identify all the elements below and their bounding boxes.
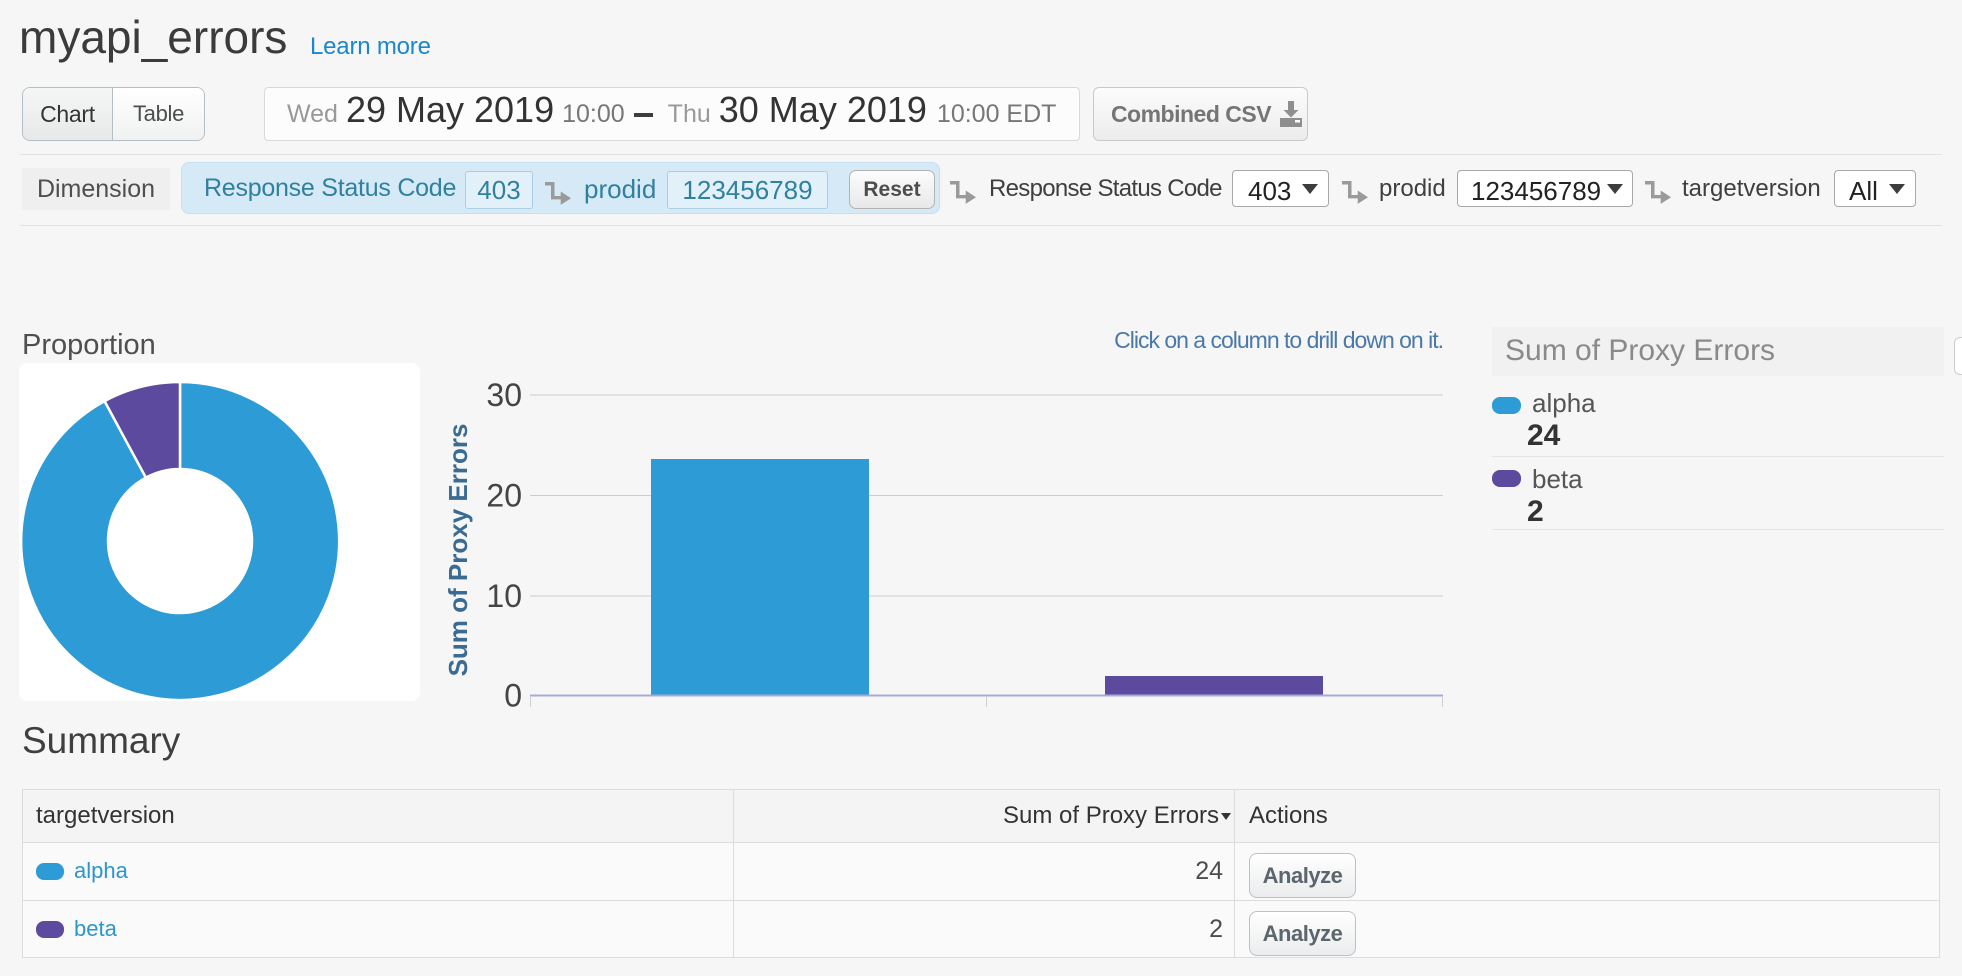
svg-text:10: 10 (486, 578, 522, 614)
svg-text:Sum of Proxy Errors: Sum of Proxy Errors (443, 424, 473, 677)
svg-text:0: 0 (504, 678, 522, 714)
svg-text:30: 30 (486, 377, 522, 413)
svg-text:20: 20 (486, 478, 522, 514)
